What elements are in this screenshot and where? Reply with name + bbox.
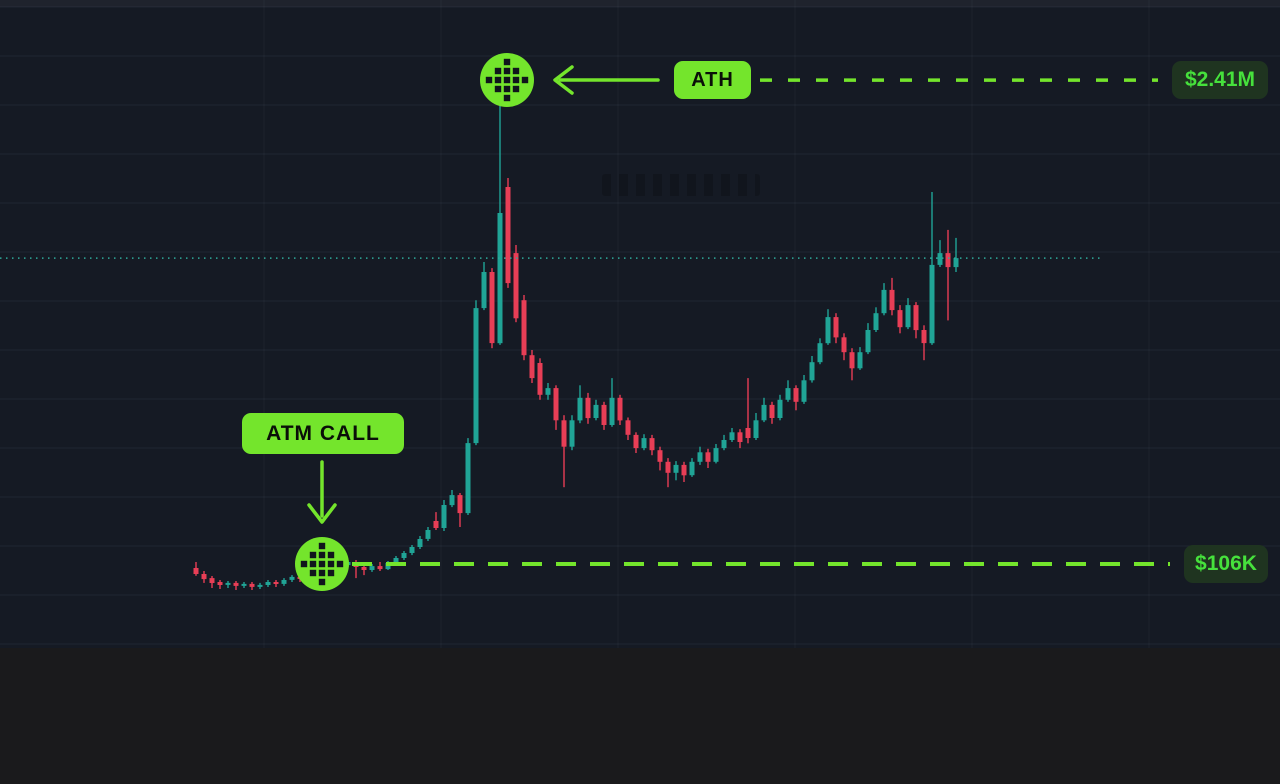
pixel-burst-icon: [300, 542, 344, 586]
ath-arrow-left: [553, 65, 660, 95]
grid-lines: [0, 6, 1280, 645]
ath-value-badge: $2.41M: [1172, 61, 1268, 99]
atm-call-badge-label: ATM CALL: [266, 421, 380, 445]
candlestick-chart: ATH ATM CALL $2.41M $106K: [0, 0, 1280, 645]
atm-call-marker: [295, 537, 349, 591]
candles: [193, 97, 959, 590]
atm-call-badge: ATM CALL: [242, 413, 404, 454]
ath-badge-label: ATH: [691, 68, 734, 91]
pixel-burst-icon: [485, 58, 529, 102]
call-value: $106K: [1195, 552, 1257, 575]
ath-badge: ATH: [674, 61, 751, 99]
chart-top-edge: [0, 0, 1280, 7]
chart-canvas: [0, 6, 1280, 645]
watermark-pixels: [602, 174, 760, 196]
token-info-bar: gork (yes, the new... $GORK Discovery da…: [0, 648, 1280, 784]
ath-marker: [480, 53, 534, 107]
ath-value: $2.41M: [1184, 68, 1256, 91]
call-arrow-down: [307, 460, 337, 524]
call-value-badge: $106K: [1184, 545, 1268, 583]
